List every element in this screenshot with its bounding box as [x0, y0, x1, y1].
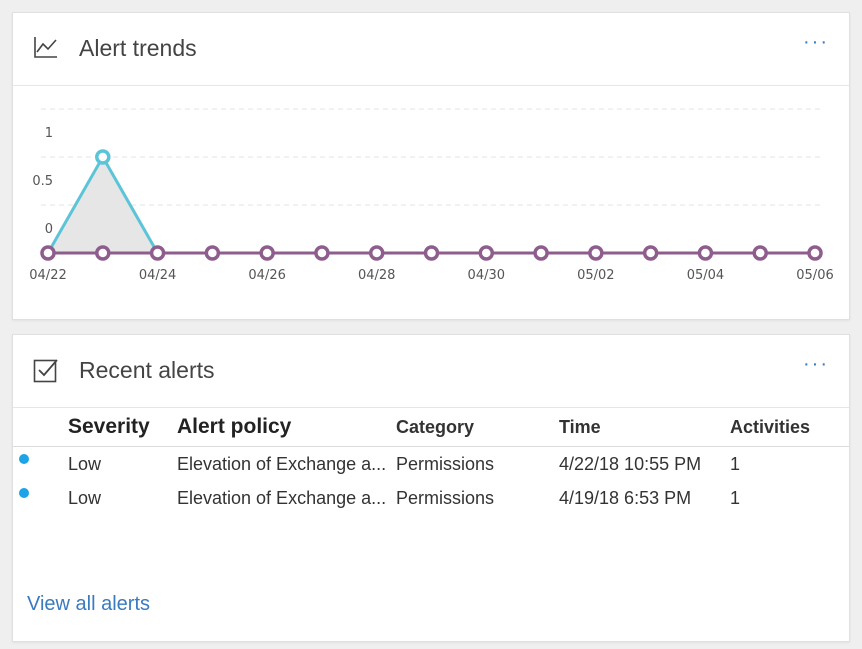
checkbox-icon	[33, 359, 58, 383]
data-point	[259, 245, 275, 261]
table-header-row: Severity Alert policy Category Time Acti…	[13, 408, 849, 447]
x-tick-label: 04/26	[248, 268, 285, 283]
data-point	[368, 245, 385, 261]
data-point	[204, 245, 221, 261]
table-row[interactable]: Low Elevation of Exchange a... Permissio…	[13, 481, 849, 515]
x-tick-label: 04/28	[358, 268, 395, 283]
category-cell: Permissions	[396, 453, 495, 474]
data-point	[588, 245, 604, 261]
y-tick-label: 0.5	[32, 174, 53, 189]
severity-column-header[interactable]: Severity	[68, 408, 177, 447]
recent-alerts-title: Recent alerts	[79, 357, 215, 383]
alert-policy-cell: Elevation of Exchange a...	[177, 487, 387, 508]
category-column-header[interactable]: Category	[396, 408, 559, 447]
x-tick-label: 05/02	[577, 268, 614, 283]
data-point	[95, 245, 111, 261]
recent-alerts-card: Recent alerts ··· Severity Alert policy …	[12, 334, 850, 642]
x-tick-label: 04/24	[139, 268, 176, 283]
alert-trends-chart: 1 0.5 0 04/22 04/24 04/26 04/28 04/30 05/02 05/04…	[29, 108, 834, 283]
time-cell: 4/22/18 10:55 PM	[559, 453, 702, 474]
data-point	[752, 245, 768, 261]
more-options-button[interactable]: ···	[803, 353, 829, 375]
data-point	[533, 245, 549, 261]
view-all-alerts-link[interactable]: View all alerts	[27, 593, 151, 615]
recent-alerts-header: Recent alerts ···	[13, 335, 849, 408]
y-tick-label: 1	[45, 126, 53, 141]
x-tick-label: 04/30	[468, 268, 505, 283]
alert-trends-title: Alert trends	[79, 35, 197, 61]
data-point	[149, 245, 166, 261]
alerts-table: Severity Alert policy Category Time Acti…	[13, 408, 849, 515]
time-cell: 4/19/18 6:53 PM	[559, 487, 692, 508]
data-point	[314, 245, 330, 261]
y-tick-label: 0	[45, 222, 53, 237]
status-dot-icon	[19, 453, 29, 464]
severity-cell: Low	[68, 487, 102, 508]
activities-cell: 1	[730, 487, 741, 508]
activities-cell: 1	[730, 453, 741, 474]
x-tick-label: 04/22	[29, 268, 66, 283]
x-tick-label: 05/06	[796, 268, 833, 283]
series-area	[48, 157, 815, 253]
data-point	[423, 245, 440, 261]
table-row[interactable]: Low Elevation of Exchange a... Permissio…	[13, 447, 849, 482]
status-dot-icon	[19, 487, 29, 498]
data-point	[807, 245, 823, 261]
data-point	[642, 245, 659, 261]
x-tick-label: 05/04	[687, 268, 724, 283]
activities-column-header[interactable]: Activities	[730, 408, 849, 447]
more-options-button[interactable]: ···	[803, 31, 829, 53]
data-point	[478, 245, 495, 261]
severity-cell: Low	[68, 453, 102, 474]
data-point	[40, 245, 56, 261]
alert-policy-column-header[interactable]: Alert policy	[177, 408, 396, 447]
data-point	[697, 245, 714, 261]
alert-trends-header: Alert trends ···	[13, 13, 849, 86]
alert-trends-card: Alert trends ··· 1 0.5 0 04/22 04/24 04/26 04/…	[12, 12, 850, 320]
data-point	[95, 149, 111, 165]
category-cell: Permissions	[396, 487, 495, 508]
line-chart-icon	[34, 37, 57, 58]
status-column-header	[13, 408, 68, 447]
alert-policy-cell: Elevation of Exchange a...	[177, 453, 387, 474]
time-column-header[interactable]: Time	[559, 408, 730, 447]
